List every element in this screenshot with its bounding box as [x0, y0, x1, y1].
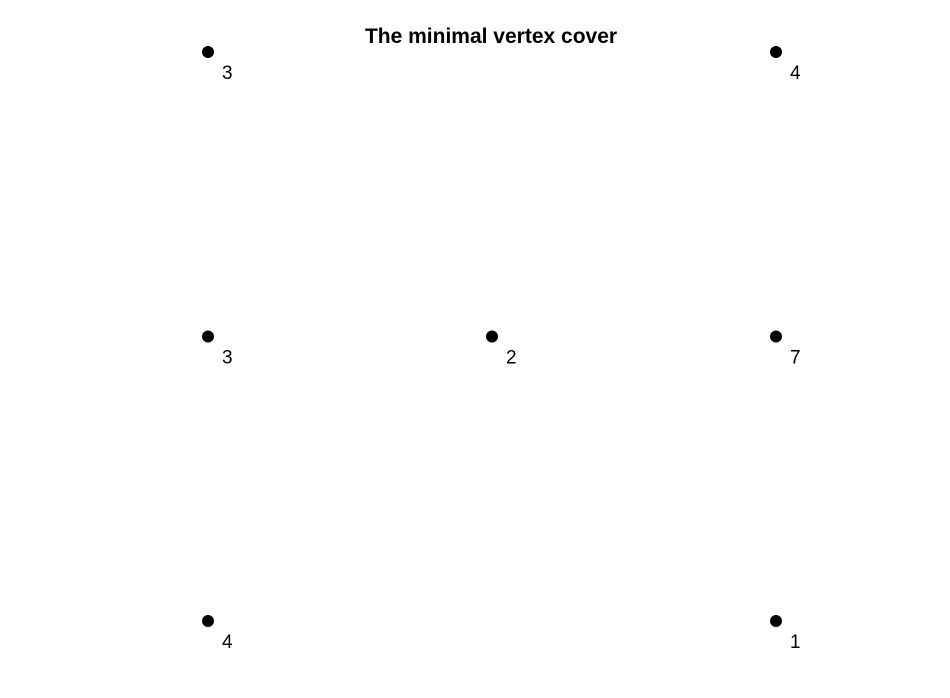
diagram-title: The minimal vertex cover: [365, 25, 617, 48]
vertex-label: 2: [506, 348, 517, 369]
vertex-layer: 3 4 3 2 7 4 1: [202, 46, 801, 653]
vertex-node: 3: [202, 46, 233, 84]
vertex-label: 4: [790, 63, 801, 84]
vertex-dot: [770, 330, 782, 343]
vertex-dot: [202, 330, 214, 343]
vertex-dot: [202, 46, 214, 58]
vertex-node: 7: [770, 330, 801, 369]
vertex-label: 4: [222, 632, 233, 653]
vertex-node: 4: [770, 46, 801, 84]
vertex-node: 4: [202, 615, 233, 653]
vertex-label: 1: [790, 632, 801, 653]
vertex-node: 2: [486, 330, 517, 369]
vertex-dot: [770, 615, 782, 627]
vertex-node: 1: [770, 615, 801, 653]
vertex-label: 7: [790, 348, 801, 369]
vertex-dot: [770, 46, 782, 58]
vertex-label: 3: [222, 63, 233, 84]
vertex-dot: [486, 330, 498, 343]
vertex-dot: [202, 615, 214, 627]
vertex-label: 3: [222, 348, 233, 369]
vertex-node: 3: [202, 330, 233, 369]
